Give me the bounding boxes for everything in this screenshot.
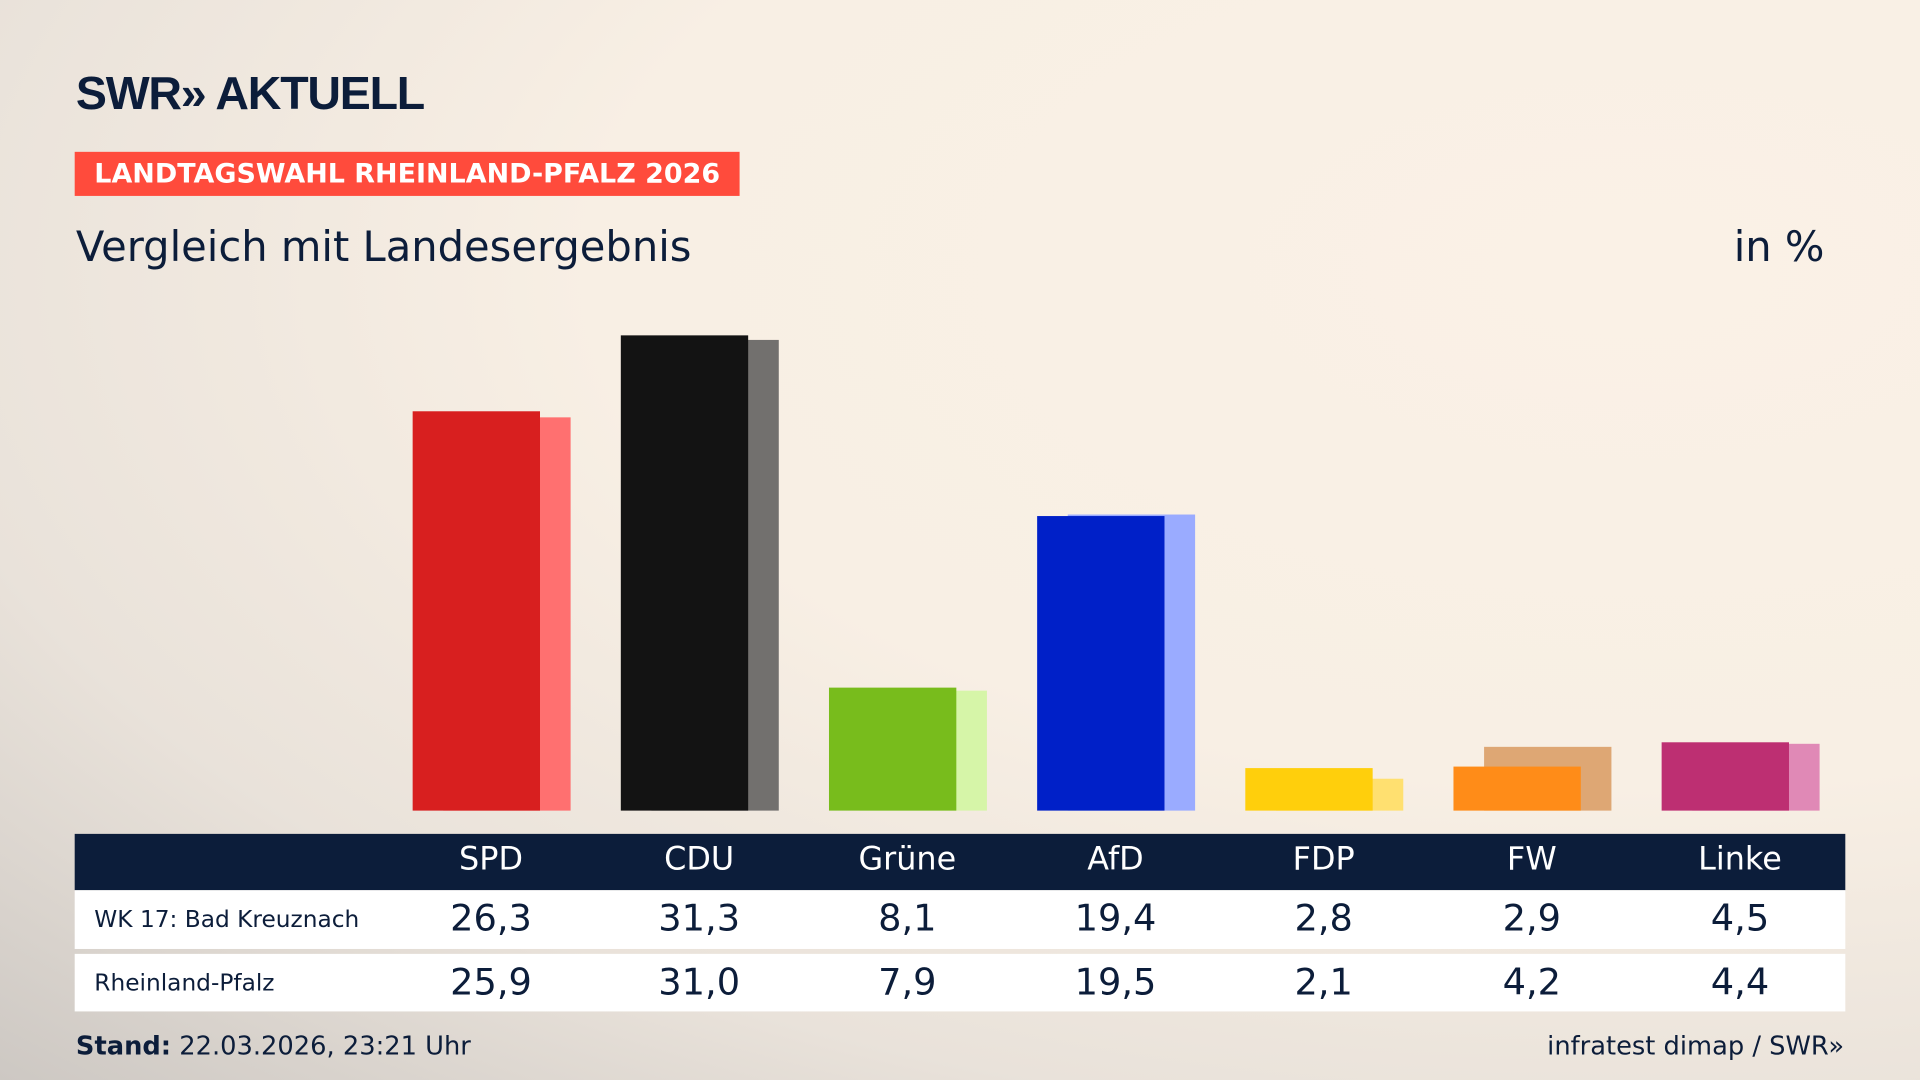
unit-label: in % <box>1733 222 1825 272</box>
chart-subtitle: Vergleich mit Landesergebnis <box>75 222 692 272</box>
party-label: FW <box>1506 841 1557 878</box>
table-row: WK 17: Bad Kreuznach 26,3 31,3 8,1 19,4 2,8 2,… <box>74 890 1846 949</box>
bar-wahlkreis-fw <box>1453 766 1581 811</box>
value-cell: 2,8 <box>1294 897 1353 941</box>
party-label: FDP <box>1292 841 1355 878</box>
value-cell: 7,9 <box>878 961 937 1005</box>
value-cell: 31,0 <box>658 961 741 1005</box>
stand-label: Stand: <box>75 1031 172 1061</box>
bar-wahlkreis-fdp <box>1245 768 1373 811</box>
value-cell: 8,1 <box>878 897 937 941</box>
table-row: Rheinland-Pfalz 25,9 31,0 7,9 19,5 2,1 4,2 4,4 <box>74 953 1846 1012</box>
timestamp: Stand: 22.03.2026, 23:21 Uhr <box>76 1031 471 1060</box>
stand-value: 22.03.2026, 23:21 Uhr <box>179 1031 471 1061</box>
value-cell: 19,4 <box>1074 897 1157 941</box>
party-label: Linke <box>1698 841 1782 878</box>
party-header-row: SPD CDU Grüne AfD FDP FW Linke <box>74 833 1846 891</box>
bar-wahlkreis-grüne <box>828 687 957 811</box>
bar-wahlkreis-cdu <box>620 335 749 811</box>
bar-wahlkreis-linke <box>1661 742 1789 811</box>
value-cell: 2,1 <box>1294 961 1353 1005</box>
value-cell: 25,9 <box>450 961 532 1005</box>
party-label: Grüne <box>858 841 957 878</box>
row-label: WK 17: Bad Kreuznach <box>94 906 360 934</box>
party-label: CDU <box>664 841 735 878</box>
value-cell: 4,2 <box>1502 961 1562 1005</box>
row-label: Rheinland-Pfalz <box>94 969 275 997</box>
value-cell: 26,3 <box>450 897 532 941</box>
value-cell: 2,9 <box>1502 897 1562 941</box>
value-cell: 4,4 <box>1710 961 1770 1005</box>
party-label: SPD <box>459 841 523 878</box>
swr-aktuell-logo: SWR» AKTUELL <box>75 68 425 121</box>
bar-wahlkreis-spd <box>412 411 541 811</box>
source-credit: infratest dimap / SWR» <box>1547 1031 1845 1061</box>
value-cell: 31,3 <box>658 897 741 941</box>
election-badge: LANDTAGSWAHL RHEINLAND-PFALZ 2026 <box>74 151 740 196</box>
bar-wahlkreis-afd <box>1037 516 1165 811</box>
value-cell: 4,5 <box>1710 897 1770 941</box>
party-label: AfD <box>1087 841 1144 878</box>
results-table: SPD CDU Grüne AfD FDP FW Linke WK 17: Bad Kreu… <box>74 833 1846 1012</box>
value-cell: 19,5 <box>1074 961 1157 1005</box>
